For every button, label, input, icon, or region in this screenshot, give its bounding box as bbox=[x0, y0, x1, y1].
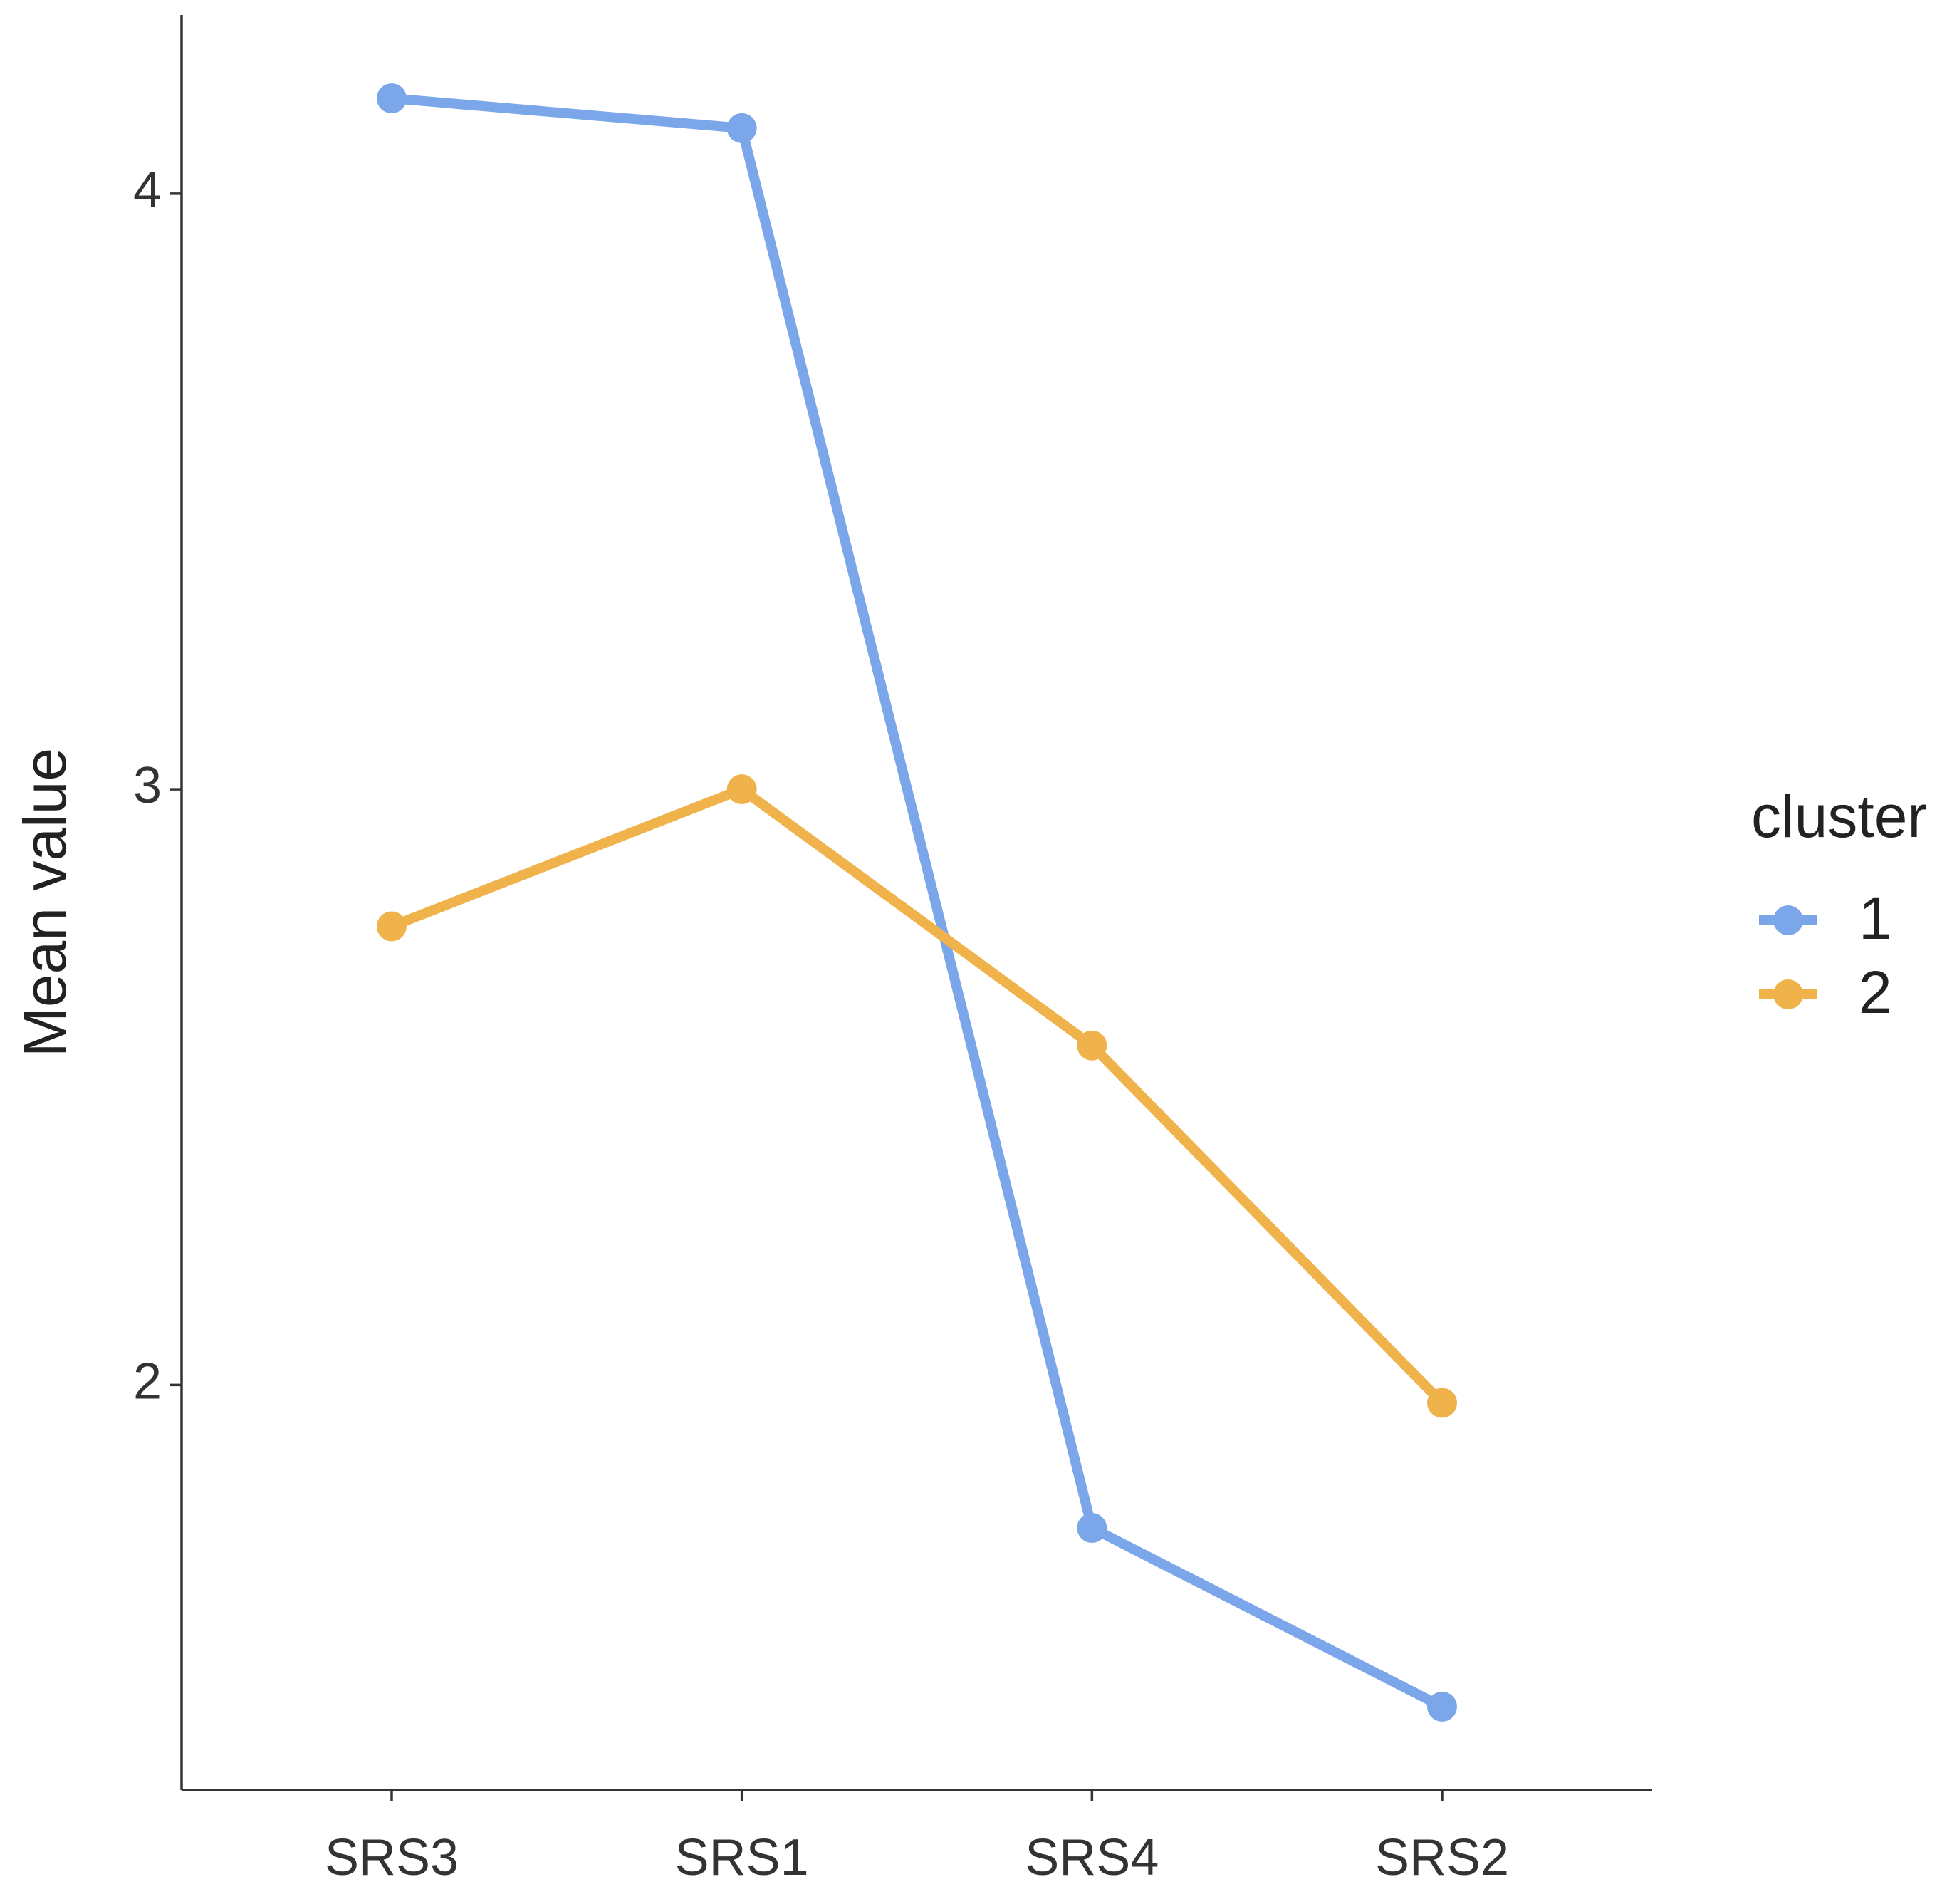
point bbox=[1077, 1030, 1107, 1061]
series-line bbox=[391, 93, 1445, 1712]
point bbox=[377, 911, 407, 942]
y-tick-label: 4 bbox=[133, 162, 162, 219]
legend-label: 1 bbox=[1859, 885, 1892, 952]
point bbox=[377, 83, 407, 114]
legend-key-point bbox=[1773, 979, 1803, 1009]
point bbox=[1427, 1388, 1457, 1418]
x-tick-label: SRS1 bbox=[675, 1829, 809, 1886]
y-tick-label: 2 bbox=[133, 1353, 162, 1410]
x-tick-label: SRS4 bbox=[1025, 1829, 1159, 1886]
x-tick-label: SRS2 bbox=[1375, 1829, 1509, 1886]
y-axis-title: Mean value bbox=[11, 748, 78, 1057]
x-tick-label: SRS3 bbox=[325, 1829, 459, 1886]
legend-label: 2 bbox=[1859, 959, 1892, 1026]
series-line bbox=[390, 784, 1446, 1407]
legend-title: cluster bbox=[1751, 783, 1927, 850]
point bbox=[1077, 1513, 1107, 1544]
point bbox=[1427, 1691, 1457, 1722]
point bbox=[726, 774, 757, 805]
legend-key-point bbox=[1773, 905, 1803, 935]
point bbox=[726, 113, 757, 143]
y-tick-label: 3 bbox=[133, 757, 162, 814]
